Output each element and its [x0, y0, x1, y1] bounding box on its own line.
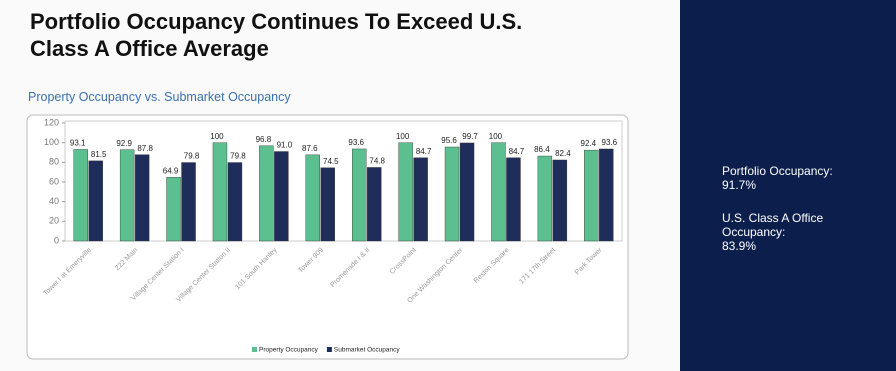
bar — [398, 142, 413, 242]
y-tick-label: 120 — [44, 117, 59, 127]
bar — [73, 149, 88, 242]
value-label: 74.8 — [369, 157, 385, 166]
y-tick-label: 80 — [49, 157, 59, 167]
bar — [584, 149, 599, 242]
value-label: 74.5 — [323, 157, 339, 166]
bar — [212, 142, 228, 242]
bar — [537, 155, 553, 242]
bar — [274, 151, 289, 242]
stat-label: U.S. Class A Office Occupancy: — [722, 211, 824, 239]
bar — [491, 142, 506, 242]
bar — [444, 146, 460, 242]
bar — [506, 157, 521, 242]
value-label: 81.5 — [91, 150, 107, 159]
bar — [599, 148, 614, 242]
bar — [227, 162, 243, 242]
bar — [88, 160, 103, 242]
bar — [459, 142, 475, 242]
value-label: 82.4 — [555, 149, 571, 158]
value-label: 79.8 — [184, 152, 200, 161]
stat-value: 83.9% — [722, 239, 757, 253]
y-tick-label: 20 — [49, 216, 59, 226]
stat: U.S. Class A Office Occupancy: 83.9% — [722, 211, 852, 253]
value-label: 93.6 — [602, 138, 618, 147]
value-label: 100 — [210, 132, 224, 141]
sidebar: Portfolio Occupancy: 91.7% U.S. Class A … — [680, 0, 896, 371]
value-label: 84.7 — [416, 147, 432, 156]
y-tick-label: 60 — [49, 176, 59, 186]
value-label: 92.9 — [116, 139, 132, 148]
legend-swatch — [326, 347, 332, 352]
bar — [552, 159, 568, 242]
value-label: 92.4 — [581, 139, 597, 148]
stat-label: Portfolio Occupancy: — [722, 164, 833, 178]
slide-title: Portfolio Occupancy Continues To Exceed … — [30, 9, 523, 61]
value-label: 93.1 — [70, 139, 86, 148]
plot-frame — [64, 120, 623, 242]
stat: Portfolio Occupancy: 91.7% — [722, 164, 852, 192]
bar — [320, 167, 335, 242]
value-label: 95.6 — [441, 136, 457, 145]
bar — [259, 145, 274, 242]
chart-title: Property Occupancy vs. Submarket Occupan… — [28, 90, 291, 104]
value-label: 91.0 — [277, 141, 293, 150]
bar — [413, 157, 428, 242]
bar — [367, 167, 382, 242]
value-label: 64.9 — [163, 166, 179, 175]
value-label: 93.6 — [348, 138, 364, 147]
bar — [305, 154, 320, 242]
y-tick-label: 100 — [44, 137, 59, 147]
bar — [352, 148, 367, 242]
value-label: 86.4 — [534, 145, 550, 154]
value-label: 87.8 — [137, 144, 153, 153]
bar — [166, 176, 181, 242]
bar — [134, 154, 150, 242]
value-label: 87.6 — [302, 144, 318, 153]
value-label: 100 — [489, 132, 503, 141]
value-label: 100 — [396, 132, 410, 141]
stat-value: 91.7% — [722, 178, 757, 192]
value-label: 79.8 — [230, 152, 246, 161]
legend-swatch — [252, 347, 257, 352]
bar — [119, 149, 135, 242]
bar — [181, 162, 196, 242]
y-tick-label: 40 — [49, 196, 59, 206]
value-label: 84.7 — [509, 147, 525, 156]
y-tick-label: 0 — [54, 235, 59, 245]
legend-label: Submarket Occupancy — [334, 347, 401, 354]
value-label: 99.7 — [462, 132, 478, 141]
legend-label: Property Occupancy — [259, 347, 319, 354]
value-label: 96.8 — [256, 135, 272, 144]
